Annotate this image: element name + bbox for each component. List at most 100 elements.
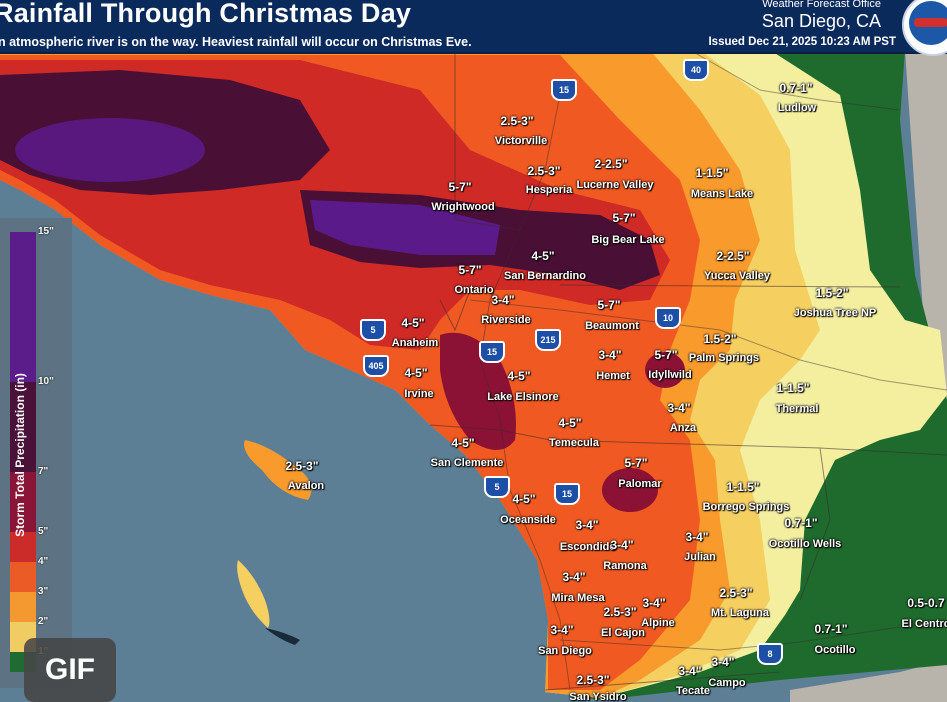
- city-tecate: Tecate: [675, 685, 711, 697]
- legend-title: Storm Total Precipitation (in): [13, 373, 27, 537]
- legend-tick-7: 7": [38, 466, 49, 477]
- city-el-cajon: El Cajon: [600, 627, 646, 639]
- city-joshua-tree-np: Joshua Tree NP: [793, 307, 877, 319]
- page-subtitle: n atmospheric river is on the way. Heavi…: [0, 35, 472, 49]
- amount-idyllwild: 5-7": [654, 348, 678, 362]
- amount-mt-laguna: 2.5-3": [719, 586, 753, 600]
- amount-victorville: 2.5-3": [500, 114, 534, 128]
- amount-campo: 3-4": [711, 655, 735, 669]
- amount-ludlow: 0.7-1": [779, 81, 813, 95]
- interstate-10-shield: 10: [655, 307, 681, 329]
- legend-tick-5: 5": [38, 526, 49, 537]
- interstate-5-shield: 5: [360, 319, 386, 341]
- pacific-ocean: [0, 180, 548, 702]
- amount-julian: 3-4": [685, 530, 709, 544]
- issued-time: Issued Dec 21, 2025 10:23 AM PST: [708, 36, 896, 48]
- city-borrego-springs: Borrego Springs: [702, 501, 790, 513]
- legend-tick-10: 10": [38, 376, 54, 387]
- amount-san-ysidro: 2.5-3": [576, 673, 610, 687]
- amount-beaumont: 5-7": [597, 298, 621, 312]
- city-thermal: Thermal: [775, 403, 819, 415]
- amount-el-cajon: 2.5-3": [603, 605, 637, 619]
- city-san-diego: San Diego: [538, 645, 592, 657]
- amount-ramona: 3-4": [610, 538, 634, 552]
- amount-ocotillo-wells: 0.7-1": [784, 516, 818, 530]
- amount-borrego-springs: 1-1.5": [726, 480, 760, 494]
- amount-riverside: 3-4": [491, 293, 515, 307]
- city-campo: Campo: [708, 677, 746, 689]
- interstate-405-shield: 405: [363, 355, 389, 377]
- amount-escondido: 3-4": [575, 518, 599, 532]
- office-city: San Diego, CA: [761, 11, 881, 31]
- amount-wrightwood: 5-7": [448, 180, 472, 194]
- legend-color-bar: [10, 232, 36, 672]
- interstate-15-shield: 15: [479, 341, 505, 363]
- amount-joshua-tree: 1.5-2": [815, 286, 849, 300]
- precip-legend: Storm Total Precipitation (in) 15" 10" 7…: [0, 218, 72, 688]
- amount-hesperia: 2.5-3": [527, 164, 561, 178]
- amount-oceanside: 4-5": [512, 492, 536, 506]
- amount-alpine: 3-4": [642, 596, 666, 610]
- amount-palm-springs: 1.5-2": [703, 332, 737, 346]
- city-ocotillo-wells: Ocotillo Wells: [768, 538, 842, 550]
- zone-7in-idyllwild: [645, 352, 685, 388]
- interstate-215-shield: 215: [535, 329, 561, 351]
- forecast-office: Weather Forecast Office: [762, 0, 881, 10]
- amount-lake-elsinore: 4-5": [507, 369, 531, 383]
- city-big-bear-lake: Big Bear Lake: [591, 234, 665, 246]
- amount-anza: 3-4": [667, 401, 691, 415]
- gif-badge[interactable]: GIF: [24, 638, 116, 702]
- amount-hemet: 3-4": [598, 348, 622, 362]
- city-escondido: Escondido: [559, 541, 617, 553]
- city-lucerne-valley: Lucerne Valley: [576, 179, 654, 191]
- amount-palomar: 5-7": [624, 456, 648, 470]
- city-oceanside: Oceanside: [500, 514, 556, 526]
- city-beaumont: Beaumont: [585, 320, 639, 332]
- city-julian: Julian: [684, 551, 716, 563]
- nws-logo: [902, 0, 947, 56]
- zone-7in-palomar: [602, 468, 658, 512]
- city-irvine: Irvine: [404, 388, 434, 400]
- city-palm-springs: Palm Springs: [688, 352, 760, 364]
- amount-ontario: 5-7": [458, 263, 482, 277]
- legend-tick-3: 3": [38, 586, 49, 597]
- interstate-5-shield: 5: [484, 476, 510, 498]
- amount-ocotillo: 0.7-1": [814, 622, 848, 636]
- city-ludlow: Ludlow: [777, 102, 817, 114]
- city-san-clemente: San Clemente: [430, 457, 504, 469]
- city-anaheim: Anaheim: [391, 337, 439, 349]
- amount-anaheim: 4-5": [401, 316, 425, 330]
- amount-tecate: 3-4": [678, 664, 702, 678]
- county-lines: [429, 50, 947, 691]
- city-means-lake: Means Lake: [690, 188, 754, 200]
- amount-big-bear: 5-7": [612, 211, 636, 225]
- interstate-15-shield: 15: [551, 79, 577, 101]
- legend-tick-4: 4": [38, 556, 49, 567]
- amount-thermal: 1-1.5": [776, 381, 810, 395]
- amount-el-centro: 0.5-0.7: [907, 596, 945, 610]
- city-anza: Anza: [669, 422, 697, 434]
- amount-lucerne: 2-2.5": [594, 157, 628, 171]
- city-mira-mesa: Mira Mesa: [551, 592, 605, 604]
- amount-temecula: 4-5": [558, 416, 582, 430]
- city-victorville: Victorville: [494, 135, 548, 147]
- city-wrightwood: Wrightwood: [431, 201, 495, 213]
- city-san-ysidro: San Ysidro: [569, 691, 627, 702]
- header-banner: Rainfall Through Christmas Day n atmosph…: [0, 0, 947, 56]
- amount-mira-mesa: 3-4": [562, 570, 586, 584]
- city-hesperia: Hesperia: [525, 184, 573, 196]
- amount-means-lake: 1-1.5": [695, 166, 729, 180]
- amount-irvine: 4-5": [404, 366, 428, 380]
- city-yucca-valley: Yucca Valley: [703, 270, 771, 282]
- city-temecula: Temecula: [549, 437, 599, 449]
- catalina-island: [244, 440, 312, 500]
- amount-san-bernardino: 4-5": [531, 249, 555, 263]
- city-idyllwild: Idyllwild: [648, 369, 692, 381]
- legend-tick-15: 15": [38, 226, 54, 237]
- zone-15in-west: [15, 118, 205, 182]
- roads: [469, 49, 947, 691]
- city-san-bernardino: San Bernardino: [504, 270, 586, 282]
- interstate-15-shield: 15: [554, 483, 580, 505]
